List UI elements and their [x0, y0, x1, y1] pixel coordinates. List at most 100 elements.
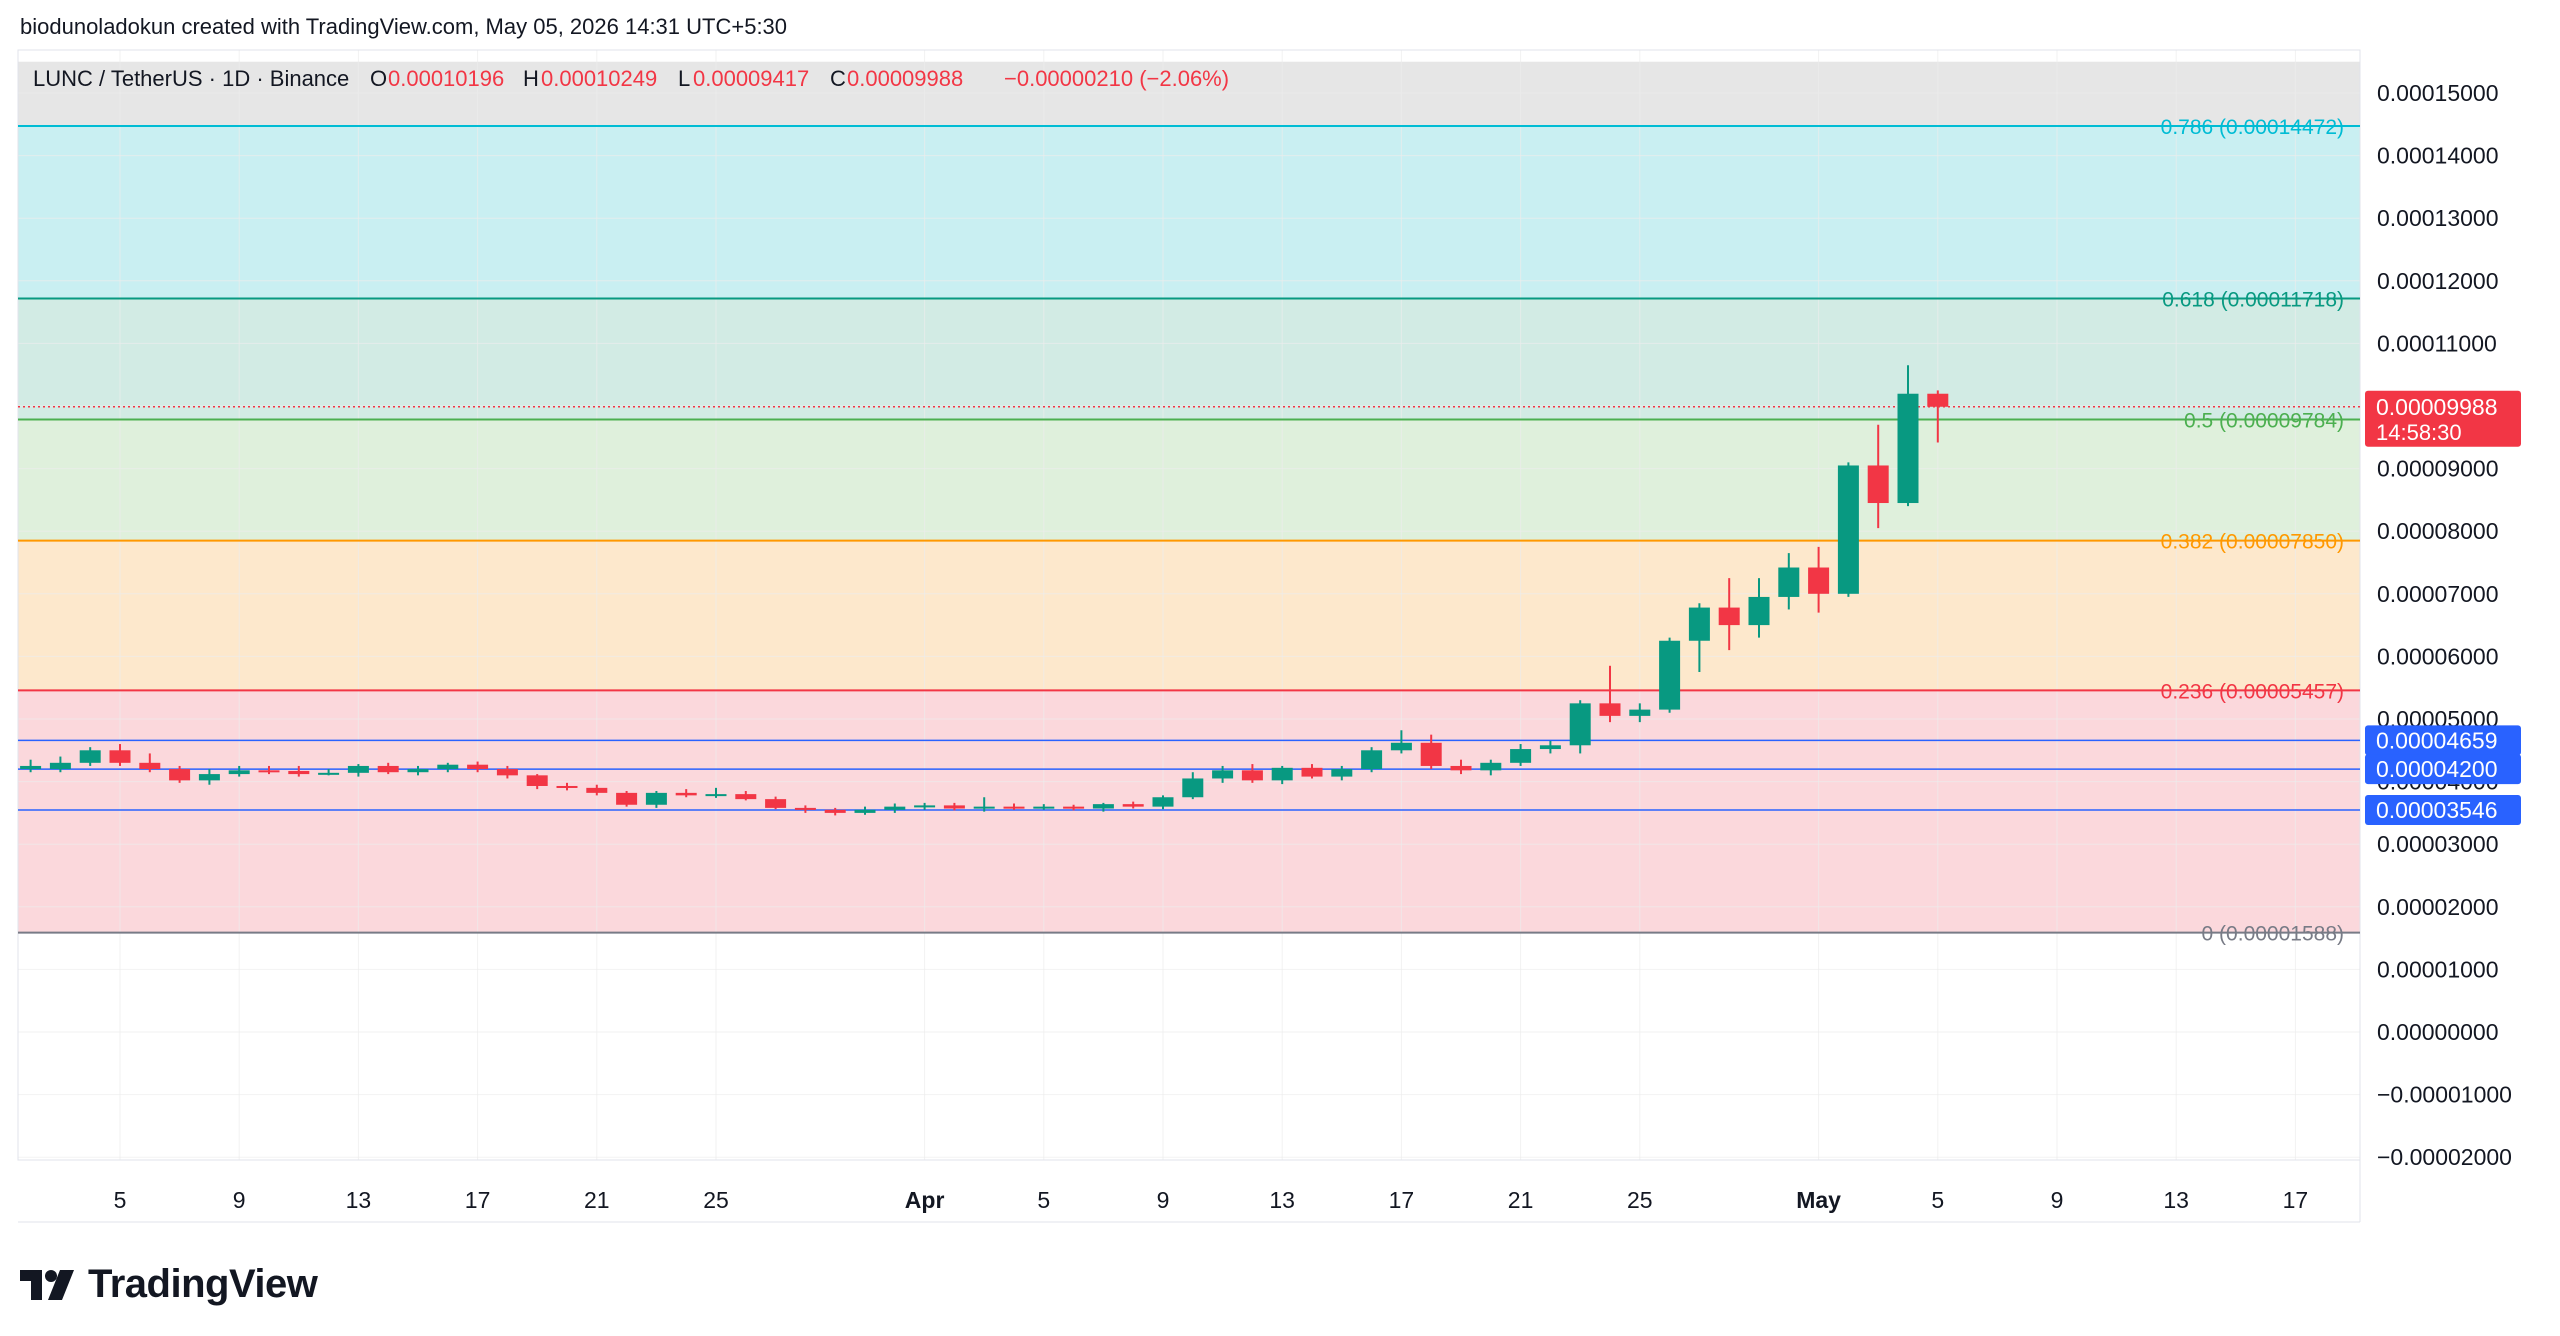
time-tick-label: 21: [1508, 1187, 1534, 1213]
time-tick-label: 9: [233, 1187, 246, 1213]
candle-body: [1808, 567, 1830, 594]
candle-body: [377, 765, 399, 773]
candle-body: [1003, 806, 1025, 809]
ohlc-open-label: O: [370, 66, 387, 91]
price-tick-label: 0.00011000: [2377, 330, 2497, 356]
candle-body: [1599, 703, 1621, 716]
candle-body: [288, 770, 310, 775]
candle-body: [556, 785, 578, 788]
price-tick-label: 0.00013000: [2377, 205, 2499, 231]
time-tick-label: 21: [584, 1187, 610, 1213]
fib-label-0.5: 0.5 (0.00009784): [2184, 410, 2344, 433]
candle-body: [1778, 567, 1800, 597]
countdown-label: 14:58:30: [2376, 420, 2462, 445]
candle-body: [496, 769, 518, 776]
time-tick-label: 17: [1389, 1187, 1415, 1213]
candle-body: [49, 762, 71, 770]
candle-body: [884, 806, 906, 810]
candle-body: [735, 794, 757, 800]
fib-zone: [18, 540, 2360, 691]
fib-zone: [18, 690, 2360, 933]
ohlc-low-label: L: [678, 66, 690, 91]
candle-body: [1569, 703, 1591, 746]
time-tick-label: Apr: [905, 1187, 945, 1213]
candle-body: [228, 770, 250, 775]
time-tick-label: 9: [1157, 1187, 1170, 1213]
price-tick-label: 0.00009000: [2377, 456, 2499, 482]
candle-body: [1390, 742, 1412, 751]
price-tick-label: 0.00012000: [2377, 268, 2499, 294]
price-tag-label: 0.00003546: [2376, 797, 2498, 823]
price-tags: 0.00004659 0.00004200 0.00003546 0.00009988…: [2365, 390, 2521, 826]
price-tick-label: 0.00001000: [2377, 956, 2499, 982]
candle-body: [854, 809, 876, 813]
candle-body: [1539, 745, 1561, 750]
candle-body: [139, 762, 161, 770]
candle-body: [645, 792, 667, 805]
candle-body: [1659, 640, 1681, 710]
candle-body: [675, 792, 697, 796]
brand-name: TradingView: [88, 1262, 318, 1306]
time-tick-label: 13: [1269, 1187, 1295, 1213]
price-tag-label: 0.00004200: [2376, 756, 2498, 782]
candle-body: [1033, 806, 1055, 809]
price-axis[interactable]: 0.00015000 0.00014000 0.00013000 0.00012000…: [2361, 50, 2560, 1222]
fib-label-0.786: 0.786 (0.00014472): [2161, 116, 2344, 139]
candle-body: [914, 805, 936, 808]
price-tick-label: 0.00007000: [2377, 581, 2499, 607]
ohlc-low-value: 0.00009417: [693, 66, 809, 91]
chart-grid: [17, 49, 2361, 1223]
fib-zone: [18, 419, 2360, 541]
candle-body: [1867, 465, 1889, 504]
tradingview-logo[interactable]: TradingView: [20, 1262, 318, 1307]
time-tick-label: 17: [465, 1187, 491, 1213]
candle-body: [347, 765, 369, 773]
candle-body: [1092, 804, 1114, 809]
price-tag: [2365, 795, 2521, 826]
ohlc-high-label: H: [523, 66, 539, 91]
candle-body: [258, 770, 280, 773]
price-tick-label: 0.00002000: [2377, 894, 2499, 920]
fib-label-0.618: 0.618 (0.00011718): [2162, 288, 2344, 311]
candle-body: [109, 750, 131, 763]
price-tag: [2365, 725, 2521, 756]
time-tick-label: 13: [346, 1187, 372, 1213]
time-tick-label: 9: [2051, 1187, 2064, 1213]
candlestick-chart[interactable]: 0.786 (0.00014472) 0.618 (0.00011718) 0.5 …: [0, 0, 2560, 1240]
candle-body: [973, 806, 995, 809]
candle-body: [794, 807, 816, 810]
candle-body: [1182, 778, 1204, 798]
candle-body: [824, 809, 846, 813]
ohlc-close-value: 0.00009988: [847, 66, 963, 91]
chart-caption: biodunoladokun created with TradingView.…: [20, 14, 788, 39]
candle-body: [943, 805, 965, 809]
time-axis[interactable]: 5 9 13 17 21 25 Apr 5 9 13 17 21 25 May 5 9 13 17: [114, 1187, 2309, 1213]
last-price-label: 0.00009988: [2376, 394, 2498, 420]
candle-body: [1241, 770, 1263, 781]
time-tick-label: 25: [703, 1187, 729, 1213]
last-price-tag: [2365, 390, 2521, 447]
candle-body: [1927, 393, 1949, 407]
candle-body: [1420, 742, 1442, 766]
fib-label-0.382: 0.382 (0.00007850): [2161, 531, 2344, 554]
candle-body: [1897, 393, 1919, 504]
candle-body: [1212, 770, 1234, 779]
price-tag-label: 0.00004659: [2376, 727, 2498, 753]
price-axis-background: [2361, 50, 2560, 1222]
price-tick-label: 0.00015000: [2377, 80, 2499, 106]
tradingview-logo-icon: [20, 1269, 74, 1300]
candle-body: [1748, 596, 1770, 626]
candle-body: [1361, 750, 1383, 770]
time-tick-label: May: [1796, 1187, 1841, 1213]
candle-body: [467, 764, 489, 770]
candle-body: [705, 794, 727, 797]
price-tick-label: 0.00006000: [2377, 643, 2499, 669]
ohlc-change: −0.00000210 (−2.06%): [1004, 66, 1229, 91]
time-tick-label: 25: [1627, 1187, 1653, 1213]
price-tick-label: 0.00000000: [2377, 1019, 2499, 1045]
candle-body: [1450, 765, 1472, 771]
fib-label-0: 0 (0.00001588): [2202, 923, 2344, 946]
candle-body: [1718, 607, 1740, 626]
candle-body: [1301, 767, 1323, 777]
fib-levels: 0.786 (0.00014472) 0.618 (0.00011718) 0.5 …: [18, 116, 2360, 946]
